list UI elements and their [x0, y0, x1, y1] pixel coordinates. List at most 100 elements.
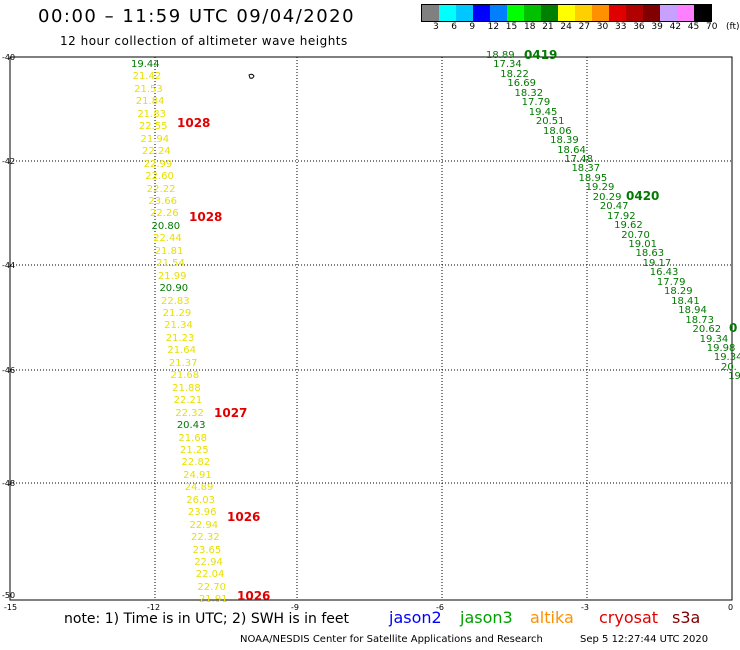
wave-height-reading: 22.32	[175, 407, 204, 419]
legend-label: 12	[487, 22, 500, 32]
color-legend-labels: 3 6 9 12 15 18 21 24 27 30 33 36 39 42 45 70 (ft)	[421, 22, 740, 34]
wave-height-reading: 20.51	[535, 116, 565, 128]
legend-label: 39	[651, 22, 663, 32]
wave-height-reading: 19.44	[131, 59, 160, 70]
legend-swatch	[677, 5, 694, 21]
track-time-label: 0420	[626, 189, 660, 203]
wave-height-reading: 21.94	[140, 133, 170, 145]
wave-height-reading: 22.70	[197, 581, 226, 593]
map-frame	[9, 56, 733, 601]
wave-height-reading: 17.92	[607, 210, 636, 222]
wave-height-reading: 18.64	[557, 144, 586, 156]
wave-height-reading: 21.81	[154, 245, 184, 257]
wave-height-reading: 22.32	[191, 532, 220, 544]
wave-height-reading: 22.82	[181, 457, 211, 469]
legend-swatch	[439, 5, 456, 21]
wave-height-reading: 21.37	[168, 357, 198, 369]
legend-swatch	[592, 5, 609, 21]
wave-height-reading: 21.42	[132, 71, 162, 83]
track-time-label: 1027	[214, 406, 248, 420]
wave-height-reading: 21.34	[164, 320, 193, 332]
satellite-altika: altika	[530, 608, 574, 627]
credit-line: NOAA/NESDIS Center for Satellite Applica…	[240, 634, 543, 645]
legend-swatch	[575, 5, 592, 21]
wave-height-reading: 20.47	[599, 201, 629, 213]
wave-height-reading: 21.29	[162, 308, 192, 319]
wave-height-reading: 20.43	[176, 420, 206, 432]
lat-label: -44	[2, 261, 16, 270]
wave-height-reading: 21.83	[137, 108, 166, 120]
wave-height-reading: 22.44	[153, 233, 182, 245]
wave-height-reading: 23.66	[148, 195, 178, 207]
wave-height-reading: 16.43	[649, 267, 679, 279]
legend-swatch	[456, 5, 473, 21]
legend-label: 18	[524, 22, 536, 32]
wave-height-reading: 21.23	[165, 332, 195, 344]
wave-height-reading: 18.29	[664, 286, 693, 298]
wave-height-reading: 17.34	[493, 59, 522, 71]
wave-height-reading: 22.60	[145, 171, 174, 183]
legend-swatch	[660, 5, 677, 21]
legend-swatch	[507, 5, 524, 21]
generated-timestamp: Sep 5 12:27:44 UTC 2020	[580, 634, 709, 645]
wave-height-reading: 19.29	[585, 182, 615, 194]
wave-height-reading: 19.62	[614, 220, 643, 232]
wave-height-reading: 23.96	[187, 507, 217, 519]
graticule	[10, 56, 732, 600]
lat-label: -40	[2, 53, 16, 62]
island-outline	[248, 73, 255, 79]
legend-swatch	[694, 5, 711, 21]
wave-height-reading: 17.79	[656, 276, 686, 288]
color-legend	[421, 4, 712, 22]
wave-height-reading: 21.99	[157, 270, 187, 282]
wave-height-reading: 22.22	[146, 183, 176, 195]
wave-height-reading: 19.17	[642, 257, 672, 269]
satellite-s3a: s3a	[672, 608, 701, 627]
wave-height-reading: 22.24	[142, 146, 171, 158]
wave-height-reading: 22.99	[143, 158, 173, 170]
legend-label: 6	[451, 22, 457, 32]
legend-swatch	[422, 5, 439, 21]
legend-swatch	[609, 5, 626, 21]
wave-height-reading: 19.34	[699, 333, 729, 345]
legend-label: 42	[669, 22, 682, 32]
lat-label: -48	[2, 479, 16, 488]
wave-height-reading: 21.84	[135, 96, 165, 108]
wave-height-reading: 18.22	[500, 68, 529, 80]
wave-height-reading: 16.69	[507, 78, 536, 90]
lat-label: -50	[2, 591, 16, 600]
lon-label: -12	[147, 603, 161, 612]
wave-height-reading: 20.29	[592, 191, 622, 203]
satellite-cryosat: cryosat	[599, 608, 659, 627]
track-time-label: 1026	[227, 510, 261, 524]
wave-height-reading: 18.94	[678, 305, 707, 317]
wave-height-reading: 20.62	[692, 324, 722, 336]
footer-note: note: 1) Time is in UTC; 2) SWH is in fe…	[64, 611, 350, 627]
wave-height-reading: 24.89	[184, 482, 214, 494]
wave-height-reading: 19.34	[713, 352, 740, 364]
legend-swatch	[643, 5, 660, 21]
wave-height-reading: 22.04	[195, 569, 225, 581]
legend-label: 15	[505, 22, 518, 32]
wave-height-reading: 23.65	[192, 544, 222, 556]
wave-height-reading: 22.94	[189, 519, 219, 531]
track-time-label: 1028	[177, 116, 211, 130]
wave-height-reading: 18.37	[571, 163, 601, 175]
legend-label: 24	[560, 22, 572, 32]
wave-height-reading: 18.73	[685, 314, 714, 326]
wave-height-reading: 18.32	[514, 87, 544, 99]
page-subtitle: 12 hour collection of altimeter wave hei…	[60, 34, 348, 48]
wave-height-reading: 20.80	[151, 220, 181, 232]
wave-height-reading: 19.98	[706, 342, 736, 354]
legend-label: 27	[578, 22, 591, 32]
wave-height-reading: 19.01	[628, 239, 658, 250]
wave-height-reading: 20.90	[159, 283, 189, 295]
legend-label: 70	[706, 22, 718, 32]
wave-height-reading: 18.06	[542, 125, 572, 137]
wave-height-reading: 26.03	[186, 494, 215, 506]
legend-unit: (ft)	[726, 22, 740, 32]
wave-height-reading: 21.64	[167, 345, 196, 357]
wave-height-reading: 21.88	[172, 382, 201, 394]
wave-height-reading: 18.39	[550, 135, 579, 147]
